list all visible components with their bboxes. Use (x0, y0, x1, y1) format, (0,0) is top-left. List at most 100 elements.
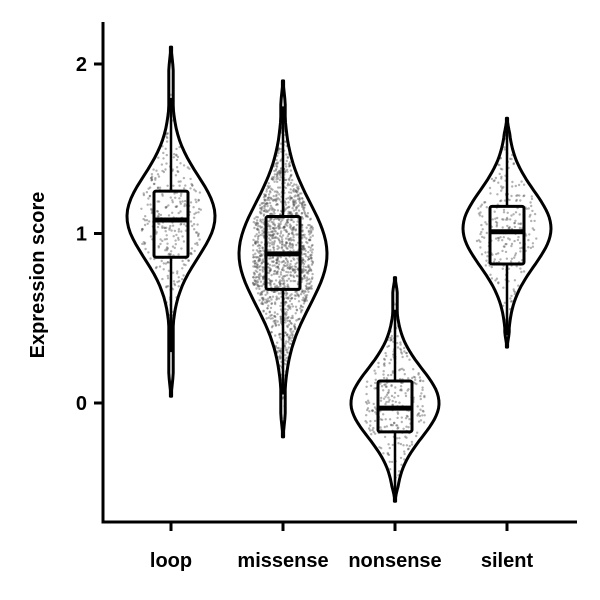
data-point (421, 388, 424, 392)
data-point (391, 424, 394, 427)
data-point (492, 179, 495, 183)
data-point (285, 241, 288, 244)
data-point (284, 178, 287, 182)
data-point (141, 228, 144, 231)
data-point (304, 298, 308, 301)
data-point (273, 236, 277, 240)
data-point (282, 275, 285, 278)
data-point (310, 225, 313, 228)
data-point (264, 194, 267, 197)
data-point (174, 239, 177, 242)
data-point (303, 297, 307, 301)
data-point (502, 304, 505, 307)
data-point (382, 452, 385, 455)
data-point (258, 251, 261, 255)
data-point (289, 266, 292, 269)
data-point (303, 206, 306, 209)
data-point (399, 343, 402, 346)
data-point (261, 290, 264, 294)
data-point (177, 228, 181, 231)
data-point (150, 173, 154, 176)
data-point (268, 311, 271, 314)
data-point (304, 294, 307, 297)
data-point (190, 182, 193, 186)
data-point (278, 246, 281, 249)
data-point (396, 335, 399, 338)
data-point (400, 388, 403, 391)
data-point (503, 199, 507, 202)
data-point (276, 162, 279, 165)
data-point (511, 180, 514, 184)
data-point (256, 235, 260, 239)
data-point (373, 387, 376, 390)
data-point (292, 269, 295, 272)
data-point (304, 260, 307, 263)
data-point (309, 218, 312, 221)
data-point (166, 274, 169, 278)
data-point (275, 203, 278, 207)
data-point (366, 399, 370, 402)
data-point (141, 227, 144, 231)
data-point (276, 271, 279, 274)
data-point (272, 290, 275, 293)
data-point (261, 301, 264, 304)
data-point (259, 254, 262, 258)
data-point (283, 279, 286, 283)
data-point (265, 301, 268, 304)
data-point (267, 277, 271, 281)
data-point (272, 177, 275, 180)
data-point (260, 221, 263, 224)
data-point (391, 403, 394, 406)
data-point (303, 248, 306, 251)
data-point (388, 336, 392, 339)
y-tick-label: 1 (76, 224, 87, 246)
data-point (269, 314, 272, 317)
data-point (174, 205, 177, 208)
data-point (403, 458, 406, 461)
data-point (281, 234, 285, 237)
data-point (141, 227, 144, 231)
data-point (374, 432, 377, 435)
data-point (260, 202, 263, 205)
data-point (307, 239, 311, 242)
data-point (519, 247, 522, 250)
data-point (268, 257, 271, 260)
data-point (510, 244, 513, 248)
data-point (384, 385, 388, 388)
data-point (530, 197, 534, 201)
data-point (289, 243, 292, 247)
data-point (309, 229, 313, 232)
box-silent (488, 204, 526, 266)
data-point (292, 279, 295, 283)
data-point (507, 227, 510, 230)
data-point (256, 221, 259, 225)
data-point (274, 200, 278, 203)
data-point (184, 263, 187, 267)
data-point (171, 211, 174, 214)
data-point (399, 348, 403, 352)
data-point (276, 161, 280, 164)
data-point (154, 266, 158, 270)
data-point (284, 354, 287, 357)
data-point (150, 207, 153, 211)
data-point (270, 197, 273, 200)
data-point (300, 305, 303, 308)
data-point (290, 218, 294, 222)
data-point (520, 180, 523, 183)
data-point (285, 334, 288, 337)
data-point (500, 177, 503, 180)
data-point (311, 272, 314, 276)
data-point (283, 285, 286, 288)
data-point (365, 402, 369, 405)
data-point (288, 212, 292, 216)
data-point (518, 194, 521, 197)
data-point (144, 247, 147, 251)
data-point (367, 427, 371, 430)
data-point (307, 269, 311, 273)
data-point (292, 268, 295, 271)
violin-nonsense (349, 276, 441, 503)
data-point (394, 386, 397, 389)
data-point (267, 241, 270, 244)
data-point (164, 206, 167, 209)
data-point (275, 297, 279, 300)
